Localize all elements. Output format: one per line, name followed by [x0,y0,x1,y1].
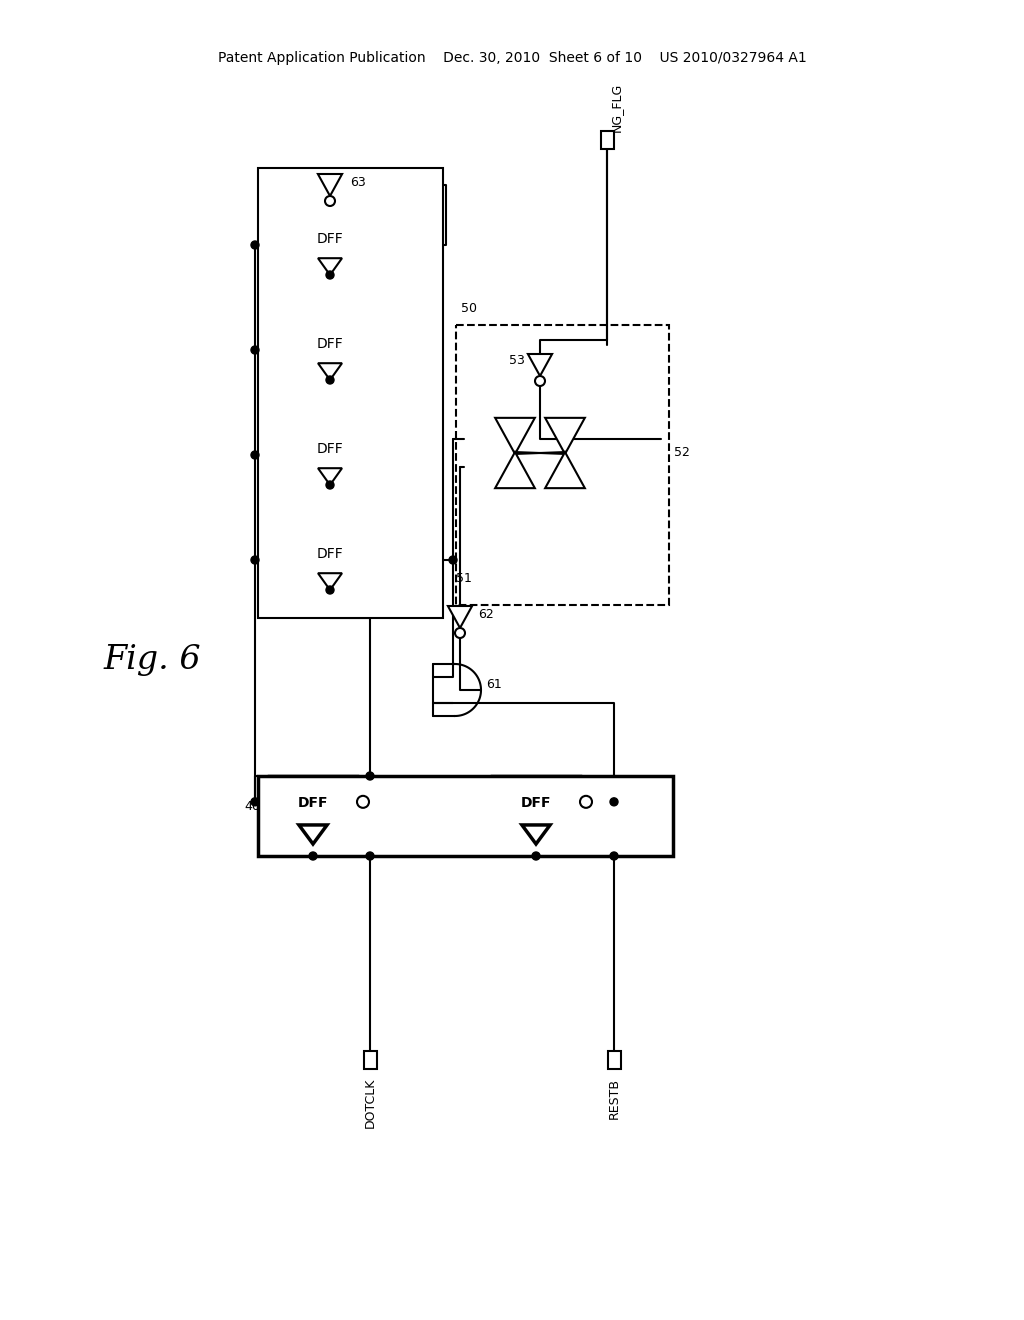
Bar [269,776,357,843]
Circle shape [326,271,334,279]
Bar [258,776,673,855]
Circle shape [455,628,465,638]
Text: 45: 45 [264,342,281,355]
Polygon shape [317,174,342,195]
Circle shape [251,346,259,354]
Circle shape [325,195,335,206]
Bar [258,168,443,618]
Circle shape [532,851,540,861]
Circle shape [366,772,374,780]
Polygon shape [318,573,342,590]
Circle shape [251,451,259,459]
Circle shape [610,851,618,861]
Text: 52: 52 [674,446,690,459]
Polygon shape [318,469,342,484]
Circle shape [357,796,369,808]
Circle shape [580,796,592,808]
Polygon shape [545,451,585,488]
Circle shape [326,480,334,488]
Circle shape [309,851,317,861]
Polygon shape [496,418,535,454]
Polygon shape [318,363,342,380]
Polygon shape [545,418,585,454]
Polygon shape [496,451,535,488]
Circle shape [535,376,545,385]
Text: 46: 46 [265,236,281,249]
Text: DFF: DFF [298,796,329,810]
Bar [293,531,368,590]
Circle shape [251,556,259,564]
Text: DFF: DFF [316,337,343,351]
Text: DOTCLK: DOTCLK [364,1078,377,1129]
Bar [456,325,669,605]
Text: 51: 51 [456,572,472,585]
Circle shape [251,797,259,805]
Bar [492,776,580,843]
Bar [364,1051,377,1069]
Circle shape [326,376,334,384]
Text: Fig. 6: Fig. 6 [103,644,201,676]
Polygon shape [318,259,342,275]
Bar [293,215,368,275]
Circle shape [251,242,259,249]
Text: DFF: DFF [316,546,343,561]
Bar [600,131,613,149]
Text: NG_FLG: NG_FLG [610,83,623,132]
Text: DFF: DFF [316,442,343,455]
Bar [293,319,368,380]
Bar [607,1051,621,1069]
Text: RESTB: RESTB [607,1078,621,1119]
Polygon shape [522,825,550,843]
Text: 50: 50 [461,302,477,315]
Text: DFF: DFF [316,232,343,246]
Text: 61: 61 [486,678,502,692]
Polygon shape [528,354,552,376]
Circle shape [449,556,457,564]
Circle shape [366,851,374,861]
Bar [293,425,368,484]
Text: 43: 43 [265,552,281,565]
Text: 63: 63 [350,177,366,190]
Circle shape [610,797,618,805]
Text: 42: 42 [467,800,483,813]
Text: 53: 53 [509,354,525,367]
Text: 44: 44 [265,446,281,459]
Polygon shape [299,825,327,843]
Circle shape [326,586,334,594]
Text: DFF: DFF [521,796,551,810]
Polygon shape [447,606,472,628]
Text: 62: 62 [478,609,494,622]
Text: 40: 40 [244,800,260,813]
Text: Patent Application Publication    Dec. 30, 2010  Sheet 6 of 10    US 2010/032796: Patent Application Publication Dec. 30, … [218,51,806,65]
